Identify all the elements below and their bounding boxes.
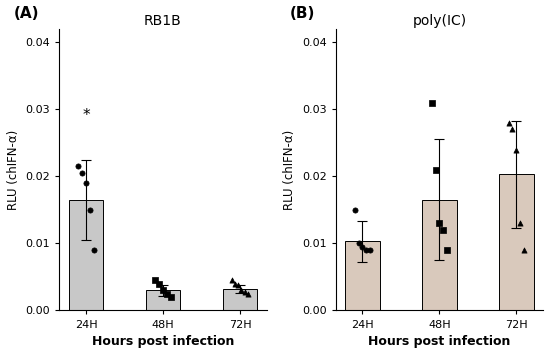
- Point: [354, 241, 363, 246]
- Point: [158, 288, 167, 293]
- Point: [240, 289, 249, 295]
- Point: [81, 180, 90, 186]
- Point: [78, 170, 86, 176]
- Point: [350, 207, 359, 213]
- Point: [362, 247, 371, 253]
- Point: [366, 247, 375, 253]
- Point: [237, 288, 246, 293]
- Point: [439, 227, 448, 233]
- Point: [89, 247, 98, 253]
- Point: [74, 163, 82, 169]
- Bar: [345, 241, 380, 311]
- Point: [431, 167, 440, 173]
- Point: [516, 220, 525, 226]
- Point: [504, 120, 513, 126]
- Point: [155, 281, 163, 286]
- Point: [243, 291, 252, 296]
- Point: [166, 294, 175, 300]
- X-axis label: Hours post infection: Hours post infection: [368, 335, 510, 348]
- Y-axis label: RLU (chIFN-α): RLU (chIFN-α): [283, 130, 296, 210]
- Bar: [499, 174, 534, 311]
- Point: [427, 100, 436, 105]
- Point: [151, 278, 160, 283]
- Bar: [223, 289, 257, 311]
- Point: [358, 244, 367, 250]
- Bar: [69, 200, 103, 311]
- Text: (B): (B): [290, 6, 315, 21]
- Point: [228, 278, 236, 283]
- Y-axis label: RLU (chIFN-α): RLU (chIFN-α): [7, 130, 20, 210]
- Point: [512, 147, 521, 152]
- Bar: [422, 200, 456, 311]
- Point: [435, 220, 444, 226]
- Point: [162, 291, 171, 296]
- Bar: [146, 290, 180, 311]
- X-axis label: Hours post infection: Hours post infection: [92, 335, 234, 348]
- Text: *: *: [82, 108, 90, 123]
- Text: (A): (A): [14, 6, 39, 21]
- Point: [443, 247, 452, 253]
- Point: [85, 207, 94, 213]
- Point: [520, 247, 529, 253]
- Point: [508, 127, 517, 132]
- Point: [231, 281, 240, 286]
- Title: poly(IC): poly(IC): [412, 13, 466, 28]
- Title: RB1B: RB1B: [144, 13, 182, 28]
- Point: [234, 282, 243, 288]
